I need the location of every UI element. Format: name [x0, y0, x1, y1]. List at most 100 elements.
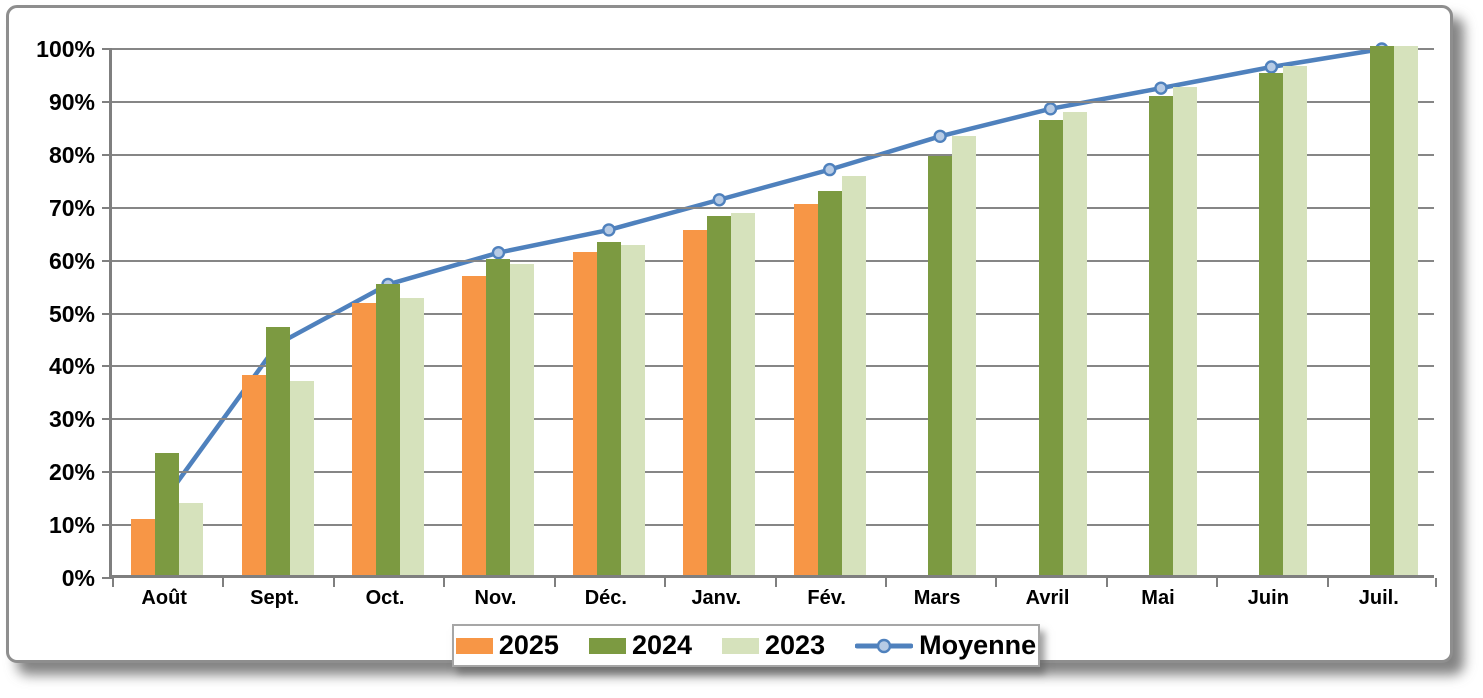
gridline-80: [112, 153, 1434, 156]
bar-2023-Mai: [1172, 87, 1197, 575]
y-tick-100: [102, 48, 112, 50]
bar-2023-Janv.: [731, 212, 756, 575]
bar-2023-Juin: [1283, 66, 1308, 575]
y-tick-80: [102, 153, 112, 156]
x-axis-label: Avril: [1025, 587, 1070, 609]
bar-2025-Janv.: [683, 229, 708, 575]
gridline-90: [112, 100, 1434, 103]
bar-2023-Mars: [952, 135, 977, 575]
bar-2024-Août: [155, 453, 180, 575]
bar-2025-Déc.: [572, 252, 597, 575]
legend-label-moyenne: Moyenne: [919, 630, 1037, 660]
x-boundary-tick: [774, 578, 777, 587]
x-boundary-tick: [1105, 578, 1108, 587]
x-axis-label: Janv.: [691, 587, 742, 609]
y-tick-30: [102, 418, 112, 421]
x-boundary-tick: [112, 578, 114, 587]
moyenne-marker-Avril: [1043, 102, 1058, 116]
x-axis-label: Juil.: [1358, 587, 1399, 609]
y-axis-label: 70%: [48, 194, 95, 221]
gridline-100: [112, 48, 1434, 50]
moyenne-marker-Nov.: [491, 245, 506, 260]
x-boundary-tick: [1216, 578, 1219, 587]
moyenne-marker-Fév.: [823, 162, 837, 177]
x-boundary-tick: [1326, 578, 1329, 587]
gridline-30: [112, 418, 1434, 421]
x-boundary-tick: [664, 578, 667, 587]
x-axis-label: Nov.: [474, 587, 517, 609]
x-axis-label: Déc.: [584, 587, 627, 609]
y-tick-0: [102, 577, 112, 579]
bar-2024-Mai: [1148, 95, 1173, 575]
legend-label-2024: 2024: [631, 630, 693, 660]
bar-2024-Nov.: [486, 258, 511, 575]
moyenne-marker-Janv.: [712, 193, 726, 207]
bar-2023-Avril: [1062, 111, 1087, 575]
legend-item-2023: 2023: [722, 632, 825, 659]
bar-2024-Oct.: [376, 283, 401, 575]
bar-2023-Oct.: [400, 298, 425, 575]
y-axis-label: 0%: [61, 565, 95, 591]
bar-2025-Août: [131, 519, 156, 575]
x-axis-label: Oct.: [365, 587, 405, 609]
y-axis-label: 10%: [48, 512, 95, 539]
y-tick-40: [102, 365, 112, 368]
legend-label-2025: 2025: [498, 630, 559, 660]
bar-2025-Sept.: [241, 375, 266, 575]
y-axis-label: 80%: [48, 141, 95, 168]
bar-2023-Déc.: [620, 245, 645, 575]
bar-2024-Juil.: [1369, 46, 1394, 575]
gridline-40: [112, 365, 1434, 368]
x-boundary-tick: [553, 578, 556, 587]
bar-2024-Juin: [1259, 72, 1284, 575]
bar-2025-Fév.: [793, 204, 818, 575]
bar-2024-Avril: [1038, 120, 1063, 575]
x-axis-label: Sept.: [250, 587, 300, 609]
y-axis-label: 90%: [48, 88, 95, 115]
y-tick-90: [102, 100, 112, 103]
x-boundary-tick: [222, 578, 225, 587]
y-axis-label: 100%: [36, 36, 95, 62]
bar-2023-Août: [179, 502, 204, 575]
x-axis-label: Fév.: [807, 587, 846, 609]
x-boundary-tick: [995, 578, 998, 587]
x-axis-label: Août: [141, 587, 187, 609]
moyenne-line-icon: [855, 638, 914, 653]
y-tick-60: [102, 259, 112, 262]
y-axis-label: 30%: [48, 406, 95, 433]
legend-item-2025: 2025: [455, 630, 559, 660]
moyenne-marker-Mai: [1154, 81, 1168, 95]
x-boundary-tick: [1435, 578, 1437, 587]
gridline-20: [112, 471, 1434, 474]
gridline-10: [112, 524, 1434, 527]
gridline-60: [112, 259, 1434, 262]
moyenne-marker-Déc.: [602, 223, 616, 237]
bar-2024-Janv.: [707, 216, 732, 575]
y-axis-label: 40%: [48, 353, 95, 380]
x-axis-label: Juin: [1247, 587, 1289, 609]
bar-2025-Oct.: [352, 302, 377, 575]
bar-2024-Mars: [928, 155, 953, 575]
y-tick-70: [102, 206, 112, 209]
chart-frame: 0% 10% 20% 30% 40% 50% 60% 70% 80% 90% 100% Août Sep…: [6, 5, 1453, 667]
legend: 2025 2024 2023 Moyenne: [452, 624, 1040, 667]
bar-2023-Sept.: [289, 380, 314, 575]
x-boundary-tick: [332, 578, 335, 587]
bar-2025-Nov.: [462, 275, 487, 575]
x-axis-label: Mars: [913, 587, 961, 609]
legend-swatch-2023: [722, 637, 760, 654]
x-boundary-tick: [443, 578, 446, 587]
legend-label-2023: 2023: [765, 630, 826, 660]
bar-2024-Fév.: [817, 191, 842, 575]
bar-2024-Sept.: [265, 327, 290, 575]
x-axis-label: Mai: [1141, 587, 1175, 609]
y-axis-label: 60%: [48, 247, 95, 274]
legend-swatch-2025: [455, 637, 493, 654]
gridline-70: [112, 206, 1434, 209]
y-axis-label: 50%: [48, 300, 95, 327]
bar-2024-Déc.: [596, 241, 621, 575]
moyenne-marker-Juin: [1264, 60, 1279, 74]
y-axis-label: 20%: [48, 459, 95, 486]
bar-2023-Fév.: [841, 176, 866, 575]
